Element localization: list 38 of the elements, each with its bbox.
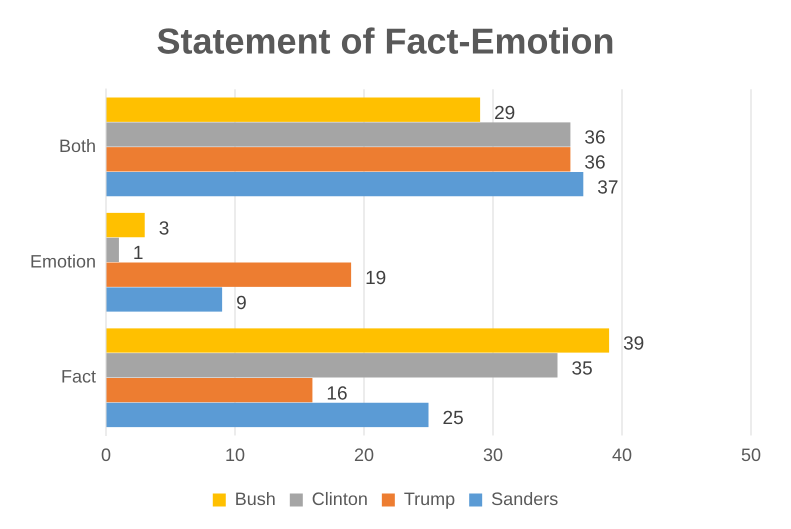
x-tick-label: 30 — [482, 445, 504, 466]
bar — [106, 212, 145, 238]
data-label: 37 — [597, 177, 618, 198]
data-label: 36 — [584, 152, 606, 174]
bar — [106, 147, 570, 172]
bar — [106, 402, 429, 428]
y-tick-label: Fact — [61, 366, 96, 387]
data-label: 35 — [572, 358, 593, 380]
y-tick-label: Emotion — [30, 251, 96, 272]
x-tick-label: 40 — [612, 445, 632, 466]
y-tick-label: Both — [59, 136, 96, 156]
x-tick-label: 20 — [354, 445, 374, 466]
legend-label: Bush — [234, 488, 276, 509]
chart-title: Statement of Fact-Emotion — [156, 20, 615, 62]
bar — [106, 287, 222, 312]
data-label: 36 — [584, 128, 606, 149]
bar — [106, 378, 312, 402]
data-label: 16 — [326, 383, 348, 404]
legend-label: Clinton — [312, 488, 368, 509]
data-label: 1 — [132, 243, 144, 264]
data-label: 9 — [236, 292, 247, 314]
legend-label: Trump — [404, 488, 456, 509]
bar — [106, 172, 584, 196]
x-tick-label: 10 — [225, 445, 246, 466]
bar — [106, 328, 610, 353]
bar — [106, 353, 558, 378]
bar — [106, 238, 119, 262]
bar — [106, 262, 352, 287]
bar — [106, 122, 570, 147]
x-tick-label: 50 — [740, 445, 762, 466]
data-label: 3 — [158, 218, 170, 240]
data-label: 39 — [623, 334, 644, 355]
x-tick-label: 0 — [101, 445, 112, 466]
bar — [106, 98, 480, 122]
data-label: 19 — [365, 268, 386, 289]
legend-label: Sanders — [491, 488, 558, 509]
data-label: 29 — [494, 102, 516, 124]
data-label: 25 — [442, 408, 464, 430]
